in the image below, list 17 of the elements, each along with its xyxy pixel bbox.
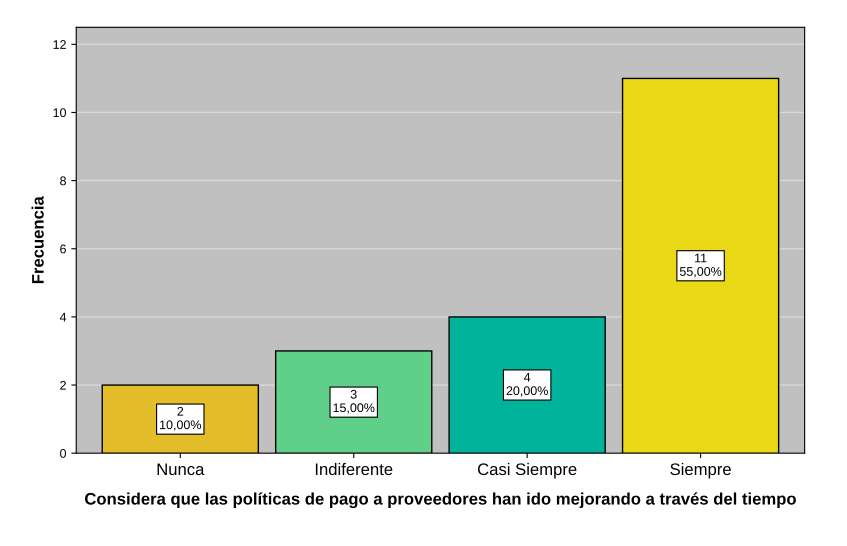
y-tick-label: 10 bbox=[54, 108, 66, 118]
y-tick-label: 12 bbox=[54, 40, 66, 49]
y-tick-label: 0 bbox=[60, 448, 66, 458]
y-tick-label: 6 bbox=[60, 244, 66, 254]
data-label: 4 20,00% bbox=[506, 372, 548, 397]
data-label: 11 55,00% bbox=[680, 254, 722, 278]
x-tick-label: Indiferente bbox=[316, 462, 392, 476]
x-tick-label: Siempre bbox=[670, 462, 731, 478]
y-tick-label: 4 bbox=[60, 312, 66, 322]
x-tick-label: Casi Siempre bbox=[478, 462, 576, 478]
y-axis-title: Frecuencia bbox=[32, 196, 44, 284]
x-axis-title: Considera que las políticas de pago a proveedores han ido mejorando a través del tiempo bbox=[85, 492, 796, 508]
data-label: 2 10,00% bbox=[160, 406, 202, 431]
y-tick-label: 2 bbox=[60, 380, 66, 390]
data-label: 3 15,00% bbox=[333, 390, 374, 414]
x-tick-label: Nunca bbox=[158, 464, 204, 476]
y-tick-label: 8 bbox=[60, 176, 66, 186]
